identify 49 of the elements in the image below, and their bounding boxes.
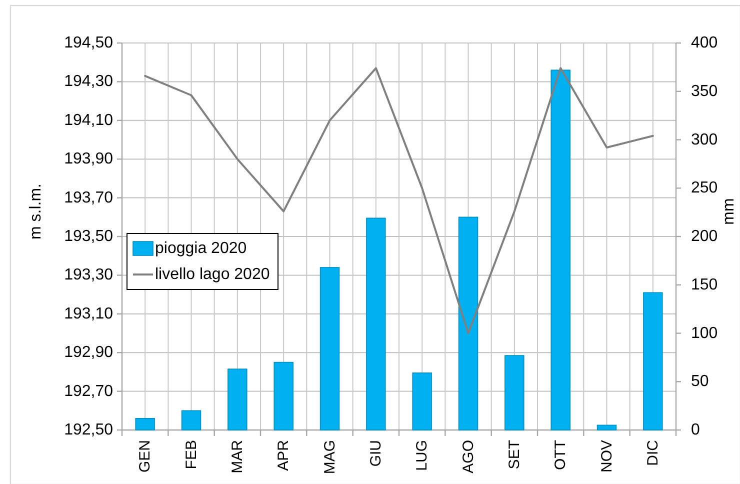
bar (550, 70, 570, 430)
x-tick-label: LUG (414, 440, 431, 471)
x-tick-label: AGO (460, 440, 477, 474)
y-axis-title: m s.l.m. (28, 184, 44, 240)
bar (458, 216, 478, 430)
y-tick-label: 193,10 (64, 305, 114, 322)
bar (274, 362, 294, 430)
y-tick-label: 192,70 (64, 382, 114, 400)
y-tick-label: 192,90 (64, 344, 114, 362)
y2-tick-label: 350 (691, 82, 718, 100)
x-tick-label: FEB (182, 440, 200, 470)
bar (181, 410, 202, 430)
bar (643, 292, 663, 430)
x-tick-label: GIU (367, 440, 384, 467)
bar (504, 355, 524, 430)
x-tick-label: GEN (136, 440, 154, 473)
x-tick-label: NOV (598, 440, 616, 473)
y2-tick-label: 400 (691, 34, 718, 52)
y-tick-label: 193,90 (64, 150, 114, 168)
x-tick-label: OTT (552, 440, 570, 470)
y2-tick-label: 50 (691, 373, 709, 390)
bar (412, 372, 432, 430)
y2-axis-title: mm (720, 198, 738, 225)
x-tick-label: SET (506, 440, 523, 470)
bar (596, 424, 617, 430)
y2-tick-label: 0 (691, 422, 700, 438)
legend-label: livello lago 2020 (155, 266, 270, 283)
x-tick-label: DIC (644, 440, 662, 466)
bar (320, 267, 340, 430)
legend-label: pioggia 2020 (155, 240, 247, 257)
bar (228, 368, 248, 430)
y2-tick-label: 200 (691, 228, 718, 245)
y-tick-label: 193,50 (64, 228, 114, 245)
y2-tick-label: 300 (691, 131, 718, 148)
bar (135, 418, 155, 430)
bar (366, 218, 386, 430)
y-tick-label: 194,30 (64, 73, 114, 90)
y2-tick-label: 150 (691, 276, 718, 294)
y-tick-label: 194,10 (64, 112, 114, 129)
y-tick-label: 194,50 (64, 34, 114, 52)
x-tick-label: MAG (321, 440, 338, 474)
x-tick-label: MAR (228, 440, 246, 474)
y-tick-label: 193,30 (64, 266, 114, 284)
y2-tick-label: 250 (691, 180, 718, 197)
y-tick-label: 192,50 (64, 422, 114, 438)
y-tick-label: 193,70 (64, 189, 114, 206)
x-tick-label: APR (275, 440, 292, 471)
y2-tick-label: 100 (691, 324, 718, 342)
line-series (144, 67, 654, 334)
